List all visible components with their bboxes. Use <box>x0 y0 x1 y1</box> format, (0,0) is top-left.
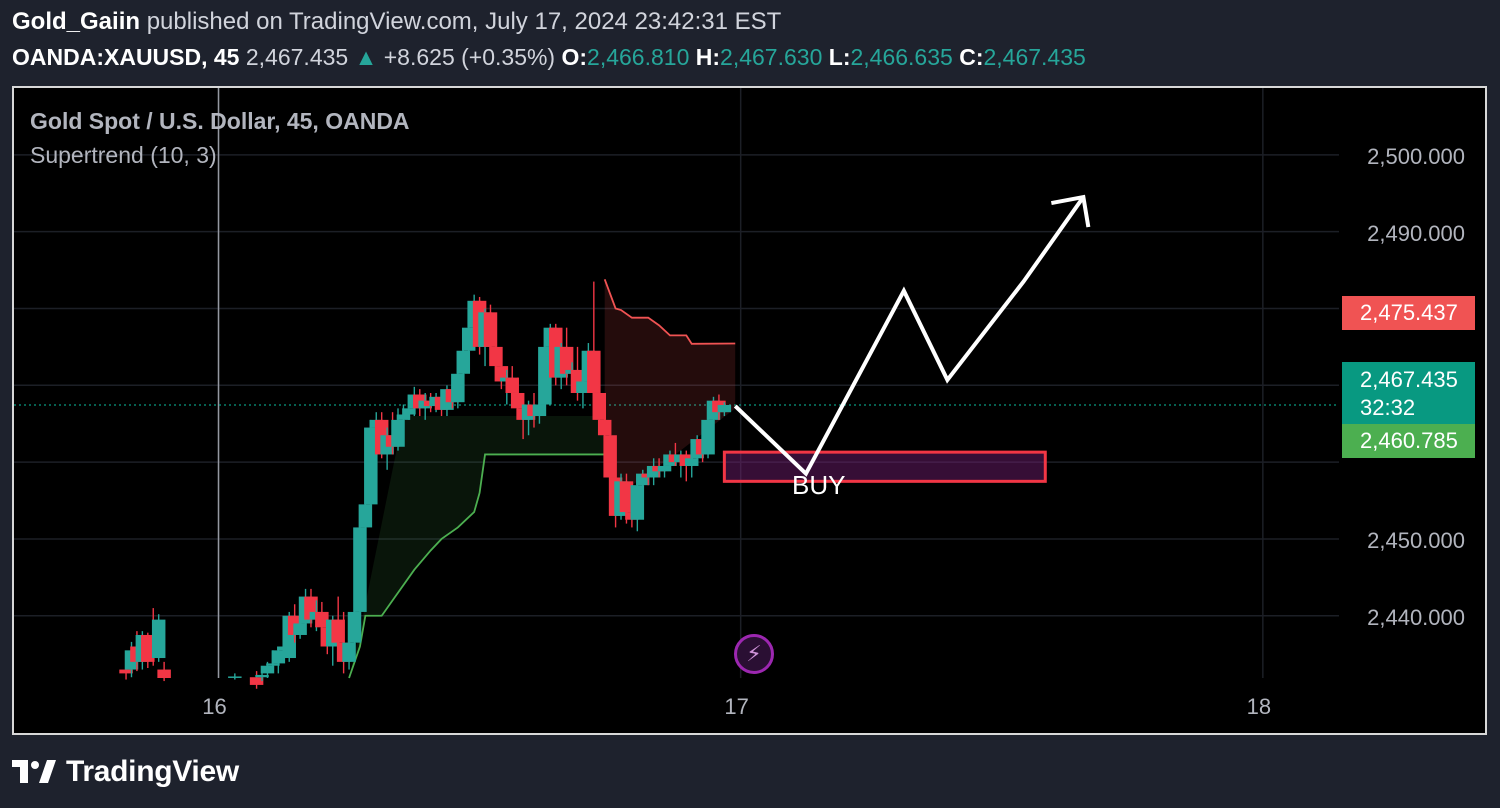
candle-body <box>157 669 171 678</box>
candle-body <box>592 392 607 420</box>
buy-zone-rect <box>722 450 1047 483</box>
candle-body <box>587 350 601 393</box>
supertrend-fill <box>349 279 736 678</box>
close-value: 2,467.435 <box>983 44 1086 70</box>
candle-body <box>657 465 672 472</box>
supertrend-price-tag: 2,475.437 <box>1342 296 1475 330</box>
buy-level-tag: 2,460.785 <box>1342 424 1475 458</box>
candle-body <box>364 427 378 505</box>
close-label: C: <box>959 44 984 70</box>
candle-body <box>559 346 574 374</box>
supertrend-up-fill <box>349 416 605 678</box>
low-label: L: <box>828 44 851 70</box>
candle-body <box>532 404 547 417</box>
price-axis-tick: 2,440.000 <box>1367 604 1465 630</box>
candle-body <box>151 619 166 659</box>
last-price: 2,467.435 <box>245 44 349 70</box>
candle-body <box>717 405 732 413</box>
candle-body <box>538 346 552 405</box>
candle-body <box>353 527 367 612</box>
candle-body <box>228 676 242 678</box>
candle-body <box>630 485 645 520</box>
author-name[interactable]: Gold_Gaiin <box>12 8 141 35</box>
candle-body <box>358 504 373 528</box>
candle-body <box>701 419 715 455</box>
lightning-icon[interactable]: ⚡ <box>734 634 774 674</box>
open-label: O: <box>561 44 588 70</box>
current-price-tag: 2,467.435 32:32 <box>1342 362 1475 426</box>
projection-arrowhead <box>1050 194 1091 228</box>
triangle-up-icon: ▲ <box>354 44 378 70</box>
projection-path <box>733 195 1085 477</box>
high-label: H: <box>695 44 721 70</box>
supertrend-lines <box>348 278 736 679</box>
low-value: 2,466.635 <box>850 44 953 70</box>
candle-body <box>597 419 612 436</box>
supertrend-up-line <box>348 453 605 679</box>
candle-body <box>483 312 498 347</box>
indicator-label[interactable]: Supertrend (10, 3) <box>30 142 217 168</box>
candle-body <box>271 650 286 664</box>
symbol-quote-line: OANDA:XAUUSD, 45 2,467.435 ▲ +8.625 (+0.… <box>12 44 1086 71</box>
publish-info: Gold_Gaiin published on TradingView.com,… <box>12 8 781 36</box>
candle-body <box>255 674 269 678</box>
price-chart[interactable] <box>14 88 1485 733</box>
candle-body <box>331 619 345 643</box>
drawings[interactable] <box>722 194 1091 483</box>
candle-body <box>461 327 476 351</box>
tradingview-logo-icon <box>12 760 56 783</box>
candle-body <box>510 392 525 409</box>
candle-body <box>489 346 503 367</box>
current-price-value: 2,467.435 <box>1360 367 1458 392</box>
publish-text: published on TradingView.com, July 17, 2… <box>146 8 782 35</box>
candle-body <box>505 377 519 393</box>
buy-label[interactable]: BUY <box>792 470 846 500</box>
time-axis-tick: 18 <box>1246 694 1272 719</box>
high-value: 2,467.630 <box>720 44 823 70</box>
candle-body <box>266 663 280 666</box>
candle-body <box>646 465 661 478</box>
symbol-label: OANDA:XAUUSD, 45 <box>12 44 240 70</box>
chart-frame[interactable]: Gold Spot / U.S. Dollar, 45, OANDA Super… <box>12 86 1487 735</box>
price-change: +8.625 (+0.35%) <box>383 44 556 70</box>
open-value: 2,466.810 <box>587 44 690 70</box>
supertrend-down-fill <box>604 279 736 493</box>
candle-body <box>619 481 634 513</box>
price-axis-tick: 2,490.000 <box>1367 220 1465 246</box>
candle-body <box>293 623 307 635</box>
candle-body <box>342 642 356 662</box>
candle-body <box>396 414 411 420</box>
candle-body <box>315 611 329 628</box>
candle-body <box>347 611 362 643</box>
time-axis-tick: 16 <box>202 694 227 719</box>
candle-body <box>603 435 617 478</box>
candle-body <box>451 373 465 403</box>
bar-countdown: 32:32 <box>1360 395 1416 420</box>
candle-body <box>684 458 699 466</box>
price-axis-tick: 2,450.000 <box>1367 527 1465 553</box>
candle-body <box>249 677 264 685</box>
chart-title[interactable]: Gold Spot / U.S. Dollar, 45, OANDA <box>30 108 410 134</box>
footer-brand: TradingView <box>12 754 239 790</box>
candle-body <box>402 408 416 415</box>
brand-name: TradingView <box>66 755 239 788</box>
time-axis-tick: 17 <box>724 694 749 719</box>
candle-body <box>456 350 471 374</box>
price-axis-tick: 2,500.000 <box>1367 143 1465 169</box>
candle-body <box>576 381 590 393</box>
candle-body <box>636 473 650 486</box>
supertrend-down-line <box>603 278 736 345</box>
candle-body <box>391 419 405 447</box>
grid-lines <box>14 88 1339 678</box>
candle-body <box>260 665 275 674</box>
candle-body <box>119 669 133 674</box>
candles[interactable] <box>119 281 732 689</box>
